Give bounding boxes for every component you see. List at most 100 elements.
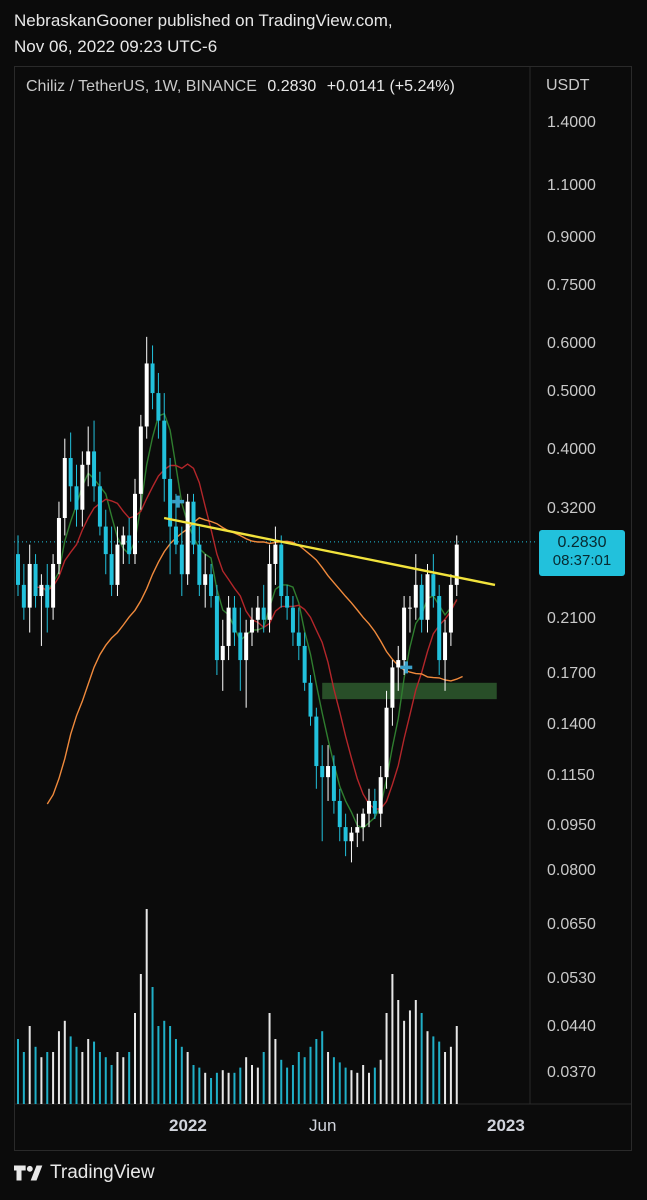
- candle-body: [419, 584, 424, 620]
- bar-countdown: 08:37:01: [552, 552, 612, 569]
- volume-bar: [227, 1072, 230, 1104]
- volume-bar: [373, 1067, 376, 1104]
- volume-bar: [192, 1065, 195, 1104]
- volume-bar: [321, 1031, 324, 1104]
- candle-body: [261, 607, 266, 620]
- candle-body: [443, 632, 448, 661]
- volume-bar: [215, 1072, 218, 1104]
- volume-bar: [256, 1067, 259, 1104]
- tradingview-brand[interactable]: TradingView: [14, 1162, 155, 1184]
- volume-bar: [134, 1013, 136, 1104]
- candle-body: [326, 766, 331, 778]
- volume-bar: [444, 1052, 447, 1104]
- volume-bar: [81, 1052, 84, 1104]
- volume-bar: [426, 1031, 429, 1104]
- volume-bar: [110, 1065, 113, 1104]
- candle-body: [396, 660, 401, 668]
- candle-body: [138, 426, 143, 494]
- candle-body: [179, 544, 184, 575]
- volume-bar: [274, 1039, 277, 1104]
- volume-bar: [286, 1067, 289, 1104]
- volume-bar: [455, 1026, 458, 1104]
- candle-body: [203, 574, 208, 585]
- price-axis-tick: 0.9000: [547, 229, 596, 247]
- volume-bar: [69, 1036, 72, 1104]
- volume-bar: [268, 1013, 271, 1104]
- time-axis-tick: 2022: [169, 1116, 207, 1135]
- candle-body: [407, 607, 412, 609]
- volume-bar: [414, 1000, 417, 1104]
- candle-body: [337, 800, 342, 828]
- candle-body: [197, 544, 202, 585]
- candle-body: [33, 563, 38, 597]
- volume-bar: [280, 1059, 283, 1104]
- candle-body: [56, 518, 61, 564]
- volume-bar: [116, 1052, 119, 1104]
- candle-body: [349, 832, 354, 842]
- volume-bar: [432, 1036, 435, 1104]
- volume-bar: [368, 1072, 370, 1104]
- candle-body: [273, 544, 278, 564]
- candle-body: [109, 554, 114, 585]
- ma-mid-line: [35, 463, 458, 810]
- volume-bar: [327, 1052, 330, 1104]
- volume-bar: [385, 1013, 388, 1104]
- candle-body: [402, 607, 407, 661]
- price-axis-tick: 0.0370: [547, 1063, 596, 1081]
- candle-body: [51, 563, 56, 608]
- volume-bar: [338, 1062, 341, 1104]
- volume-bar: [98, 1052, 101, 1104]
- volume-bar: [169, 1026, 172, 1104]
- candle-body: [168, 478, 173, 527]
- candle-body: [390, 667, 395, 708]
- chart-frame[interactable]: [14, 66, 632, 1151]
- brand-name: TradingView: [50, 1162, 155, 1183]
- price-axis-tick: 0.1700: [547, 665, 596, 682]
- volume-bar: [303, 1057, 306, 1104]
- volume-bar: [245, 1057, 248, 1104]
- candle-body: [331, 766, 336, 801]
- price-axis-tick: 0.0800: [547, 862, 596, 879]
- volume-bar: [379, 1059, 382, 1104]
- volume-bar: [139, 974, 142, 1104]
- candle-body: [437, 596, 442, 661]
- volume-bar: [221, 1070, 224, 1104]
- volume-bar: [57, 1031, 60, 1104]
- price-axis-tick: 0.0950: [547, 817, 596, 835]
- price-axis-tick: 0.6000: [547, 335, 596, 353]
- candle-body: [220, 645, 225, 661]
- volume-bar: [104, 1057, 107, 1104]
- candle-body: [425, 574, 430, 620]
- symbol-label: Chiliz / TetherUS, 1W, BINANCE: [26, 78, 257, 95]
- volume-bar: [46, 1052, 49, 1104]
- candle-body: [16, 554, 20, 585]
- candle-body: [21, 584, 26, 608]
- candle-body: [232, 607, 237, 633]
- candle-body: [226, 607, 231, 646]
- candle-body: [314, 716, 319, 767]
- candle-body: [244, 632, 249, 661]
- candle-body: [431, 574, 436, 597]
- candle-body: [448, 584, 453, 633]
- candle-body: [279, 544, 284, 597]
- currency-unit-label: USDT: [546, 77, 590, 94]
- candle-body: [214, 596, 219, 661]
- candle-body: [80, 464, 85, 510]
- candle-body: [74, 486, 79, 510]
- volume-bar: [174, 1039, 177, 1104]
- publish-header: NebraskanGooner published on TradingView…: [14, 8, 393, 60]
- price-axis-tick: 0.7500: [547, 277, 596, 295]
- candle-body: [355, 827, 360, 833]
- price-axis-tick: 0.3200: [547, 499, 596, 517]
- candle-body: [285, 596, 290, 608]
- price-axis-tick: 0.0650: [547, 916, 596, 934]
- candle-body: [250, 619, 254, 633]
- price-axis-tick: 0.5000: [547, 383, 596, 401]
- volume-bar: [391, 974, 394, 1104]
- candle-body: [413, 584, 418, 608]
- candle-body: [255, 607, 260, 620]
- volume-bar: [397, 1000, 400, 1104]
- price-change-label: +0.0141 (+5.24%): [326, 78, 455, 95]
- volume-bar: [344, 1067, 347, 1104]
